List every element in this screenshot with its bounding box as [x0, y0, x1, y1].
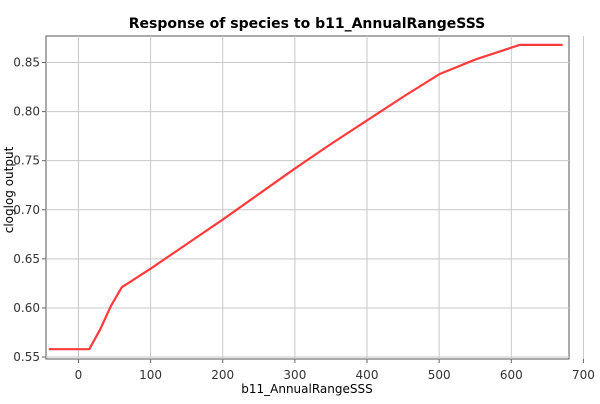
x-tick-label: 0: [75, 368, 83, 382]
x-tick-label: 700: [572, 368, 595, 382]
series-layer: [48, 43, 563, 351]
y-tick-label: 0.65: [13, 252, 40, 266]
axis-layer: 0 100 200 300 400 500 600 700 0.55 0.60 0.65 0.70 0.…: [13, 56, 595, 382]
y-axis-label: cloglog output: [2, 146, 16, 233]
y-tick-label: 0.60: [13, 301, 40, 315]
x-tick-label: 500: [428, 368, 451, 382]
y-tick-label: 0.55: [13, 350, 40, 364]
x-axis-label: b11_AnnualRangeSSS: [241, 382, 372, 396]
x-tick-label: 100: [139, 368, 162, 382]
x-tick-label: 200: [211, 368, 234, 382]
y-tick-label: 0.75: [13, 154, 40, 168]
x-tick-label: 400: [356, 368, 379, 382]
x-tick-label: 600: [500, 368, 523, 382]
chart-title: Response of species to b11_AnnualRangeSS…: [129, 16, 486, 32]
x-tick-label: 300: [283, 368, 306, 382]
response-curve: [48, 43, 563, 351]
plot-area: [45, 35, 570, 360]
y-tick-label: 0.70: [13, 203, 40, 217]
y-tick-label: 0.85: [13, 56, 40, 70]
y-tick-label: 0.80: [13, 105, 40, 119]
